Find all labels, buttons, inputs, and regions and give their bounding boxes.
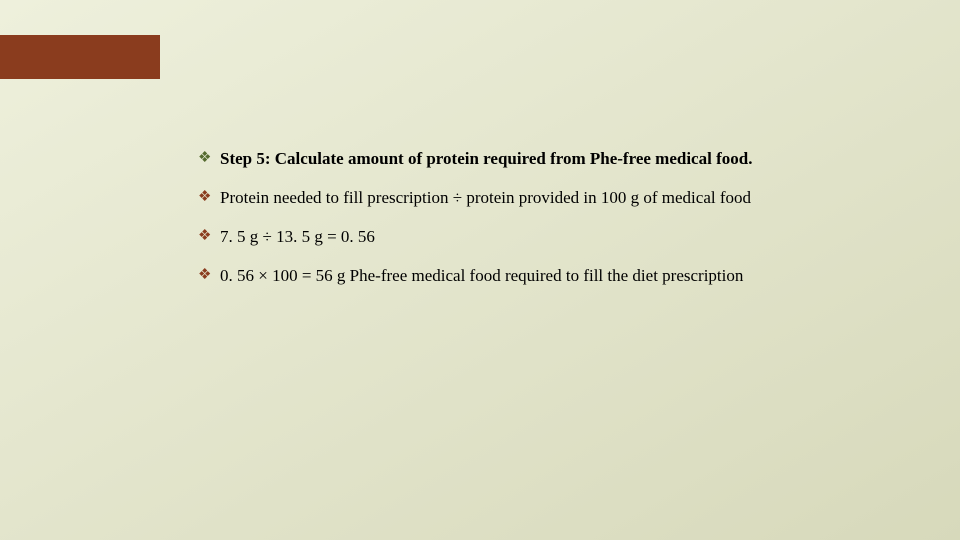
clover-icon: ❖ [198, 226, 220, 246]
clover-icon: ❖ [198, 265, 220, 285]
clover-icon: ❖ [198, 187, 220, 207]
content-block: ❖ Step 5: Calculate amount of protein re… [198, 148, 898, 304]
body-text: 0. 56 × 100 = 56 g Phe-free medical food… [220, 265, 898, 288]
list-item: ❖ 7. 5 g ÷ 13. 5 g = 0. 56 [198, 226, 898, 249]
diamond-icon: ❖ [198, 148, 220, 168]
list-item: ❖ Step 5: Calculate amount of protein re… [198, 148, 898, 171]
body-text: Protein needed to fill prescription ÷ pr… [220, 187, 898, 210]
slide: ❖ Step 5: Calculate amount of protein re… [0, 0, 960, 540]
list-item: ❖ Protein needed to fill prescription ÷ … [198, 187, 898, 210]
body-text: 7. 5 g ÷ 13. 5 g = 0. 56 [220, 226, 898, 249]
step-title: Step 5: Calculate amount of protein requ… [220, 148, 898, 171]
list-item: ❖ 0. 56 × 100 = 56 g Phe-free medical fo… [198, 265, 898, 288]
accent-bar [0, 35, 160, 79]
